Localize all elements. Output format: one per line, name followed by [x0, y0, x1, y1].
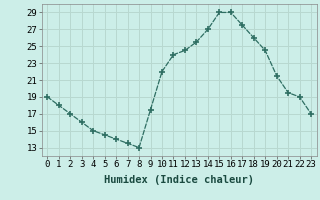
X-axis label: Humidex (Indice chaleur): Humidex (Indice chaleur): [104, 175, 254, 185]
